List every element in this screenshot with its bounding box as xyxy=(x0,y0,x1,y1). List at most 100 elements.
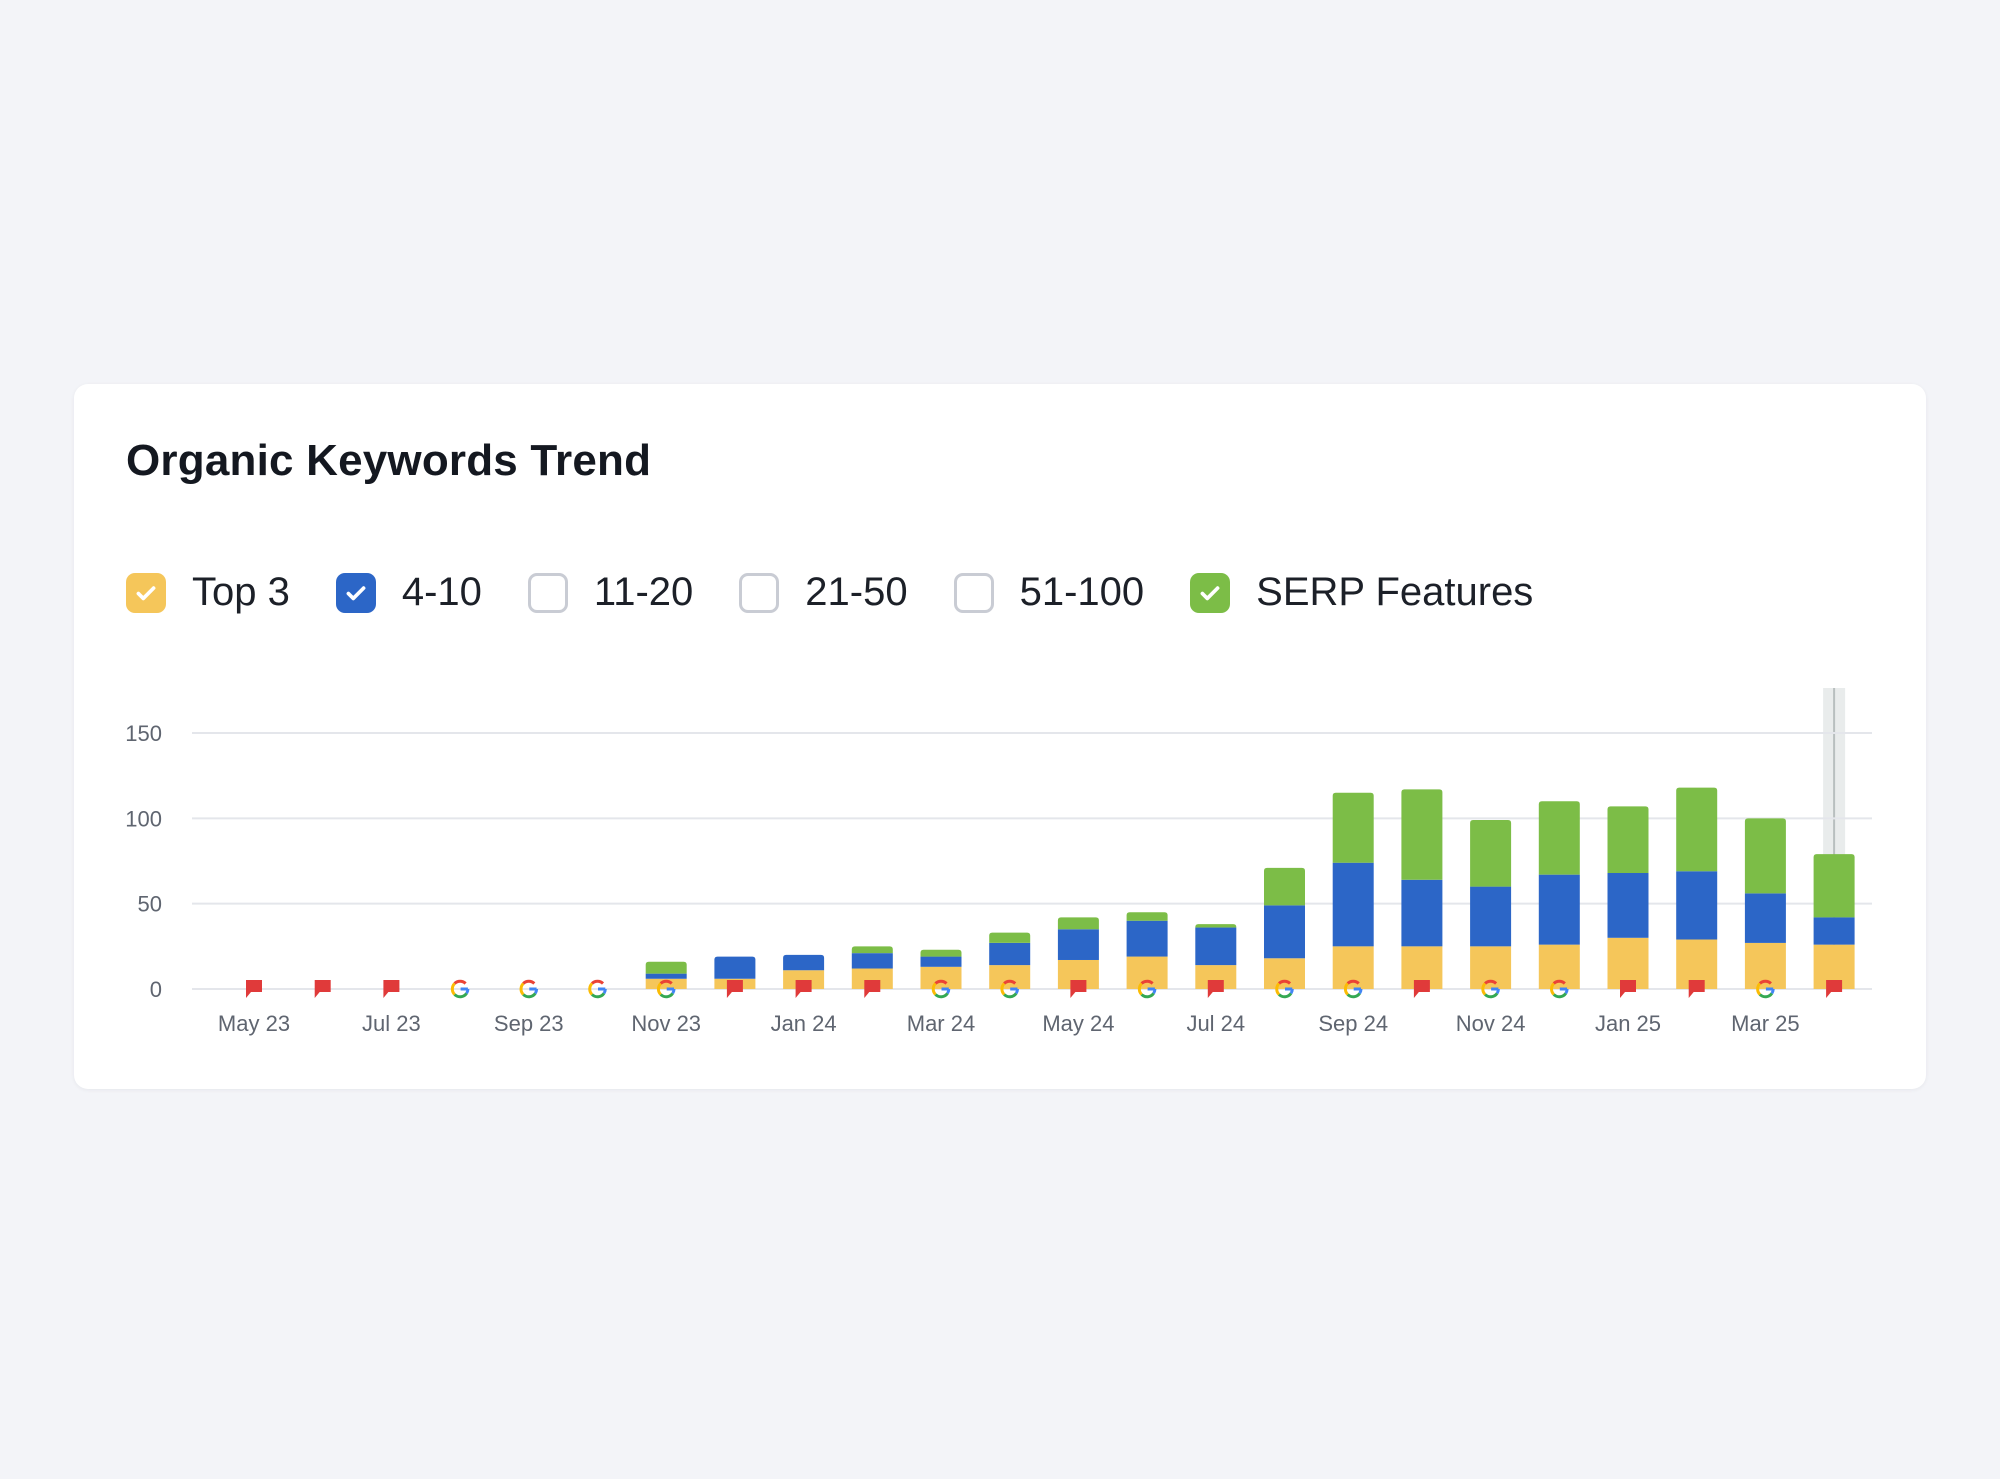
bar-segment xyxy=(1126,912,1168,921)
legend-label-21-50: 21-50 xyxy=(805,570,908,614)
flag-icon xyxy=(795,980,812,998)
legend: Top 3 4-10 11-20 21-50 51-100 SERP Featu… xyxy=(126,570,1579,615)
bar-segment xyxy=(1195,965,1237,989)
flag-icon xyxy=(726,980,743,998)
bar-segment xyxy=(645,978,687,989)
bar-segment xyxy=(1264,905,1305,959)
bar-segment xyxy=(645,961,687,974)
bar-segment xyxy=(1744,893,1786,943)
checkbox-51-100[interactable] xyxy=(953,572,994,613)
google-icon xyxy=(1137,979,1157,999)
bar-segment xyxy=(783,954,825,971)
bar-segment xyxy=(851,946,893,954)
flag-icon xyxy=(1070,980,1087,998)
bar-segment xyxy=(1401,879,1443,947)
x-tick-label: Jul 23 xyxy=(362,1011,421,1036)
bar-segment xyxy=(920,966,962,989)
flag-icon xyxy=(864,980,881,998)
legend-item-11-20[interactable]: 11-20 xyxy=(527,570,694,615)
checkmark-icon xyxy=(1200,585,1220,600)
bar-segment xyxy=(1126,956,1168,989)
x-tick-label: May 23 xyxy=(218,1011,290,1036)
checkbox-4-10[interactable] xyxy=(335,572,376,613)
checkmark-icon xyxy=(136,585,156,600)
bar-segment xyxy=(851,968,893,989)
legend-item-51-100[interactable]: 51-100 xyxy=(953,570,1145,615)
bar-segment xyxy=(1813,917,1855,945)
bar-segment xyxy=(1538,874,1580,945)
legend-label-top3: Top 3 xyxy=(192,570,290,614)
y-tick-label: 0 xyxy=(150,977,162,1002)
bar-segment xyxy=(1332,792,1374,863)
x-tick-label: Sep 23 xyxy=(494,1011,564,1036)
bar-segment xyxy=(1470,820,1512,887)
x-tick-label: Mar 24 xyxy=(907,1011,975,1036)
bar-segment xyxy=(1126,920,1168,957)
bar-segment xyxy=(1744,818,1786,894)
checkmark-icon xyxy=(346,585,366,600)
bar-segment xyxy=(1470,886,1512,947)
bar-segment xyxy=(1676,787,1718,872)
x-tick-label: Nov 23 xyxy=(631,1011,701,1036)
y-tick-label: 50 xyxy=(138,892,162,917)
checkbox-21-50[interactable] xyxy=(739,572,780,613)
x-tick-label: Jul 24 xyxy=(1186,1011,1245,1036)
bar-segment xyxy=(1195,924,1237,928)
card-title: Organic Keywords Trend xyxy=(126,436,652,485)
flag-icon xyxy=(246,980,262,998)
legend-item-top3[interactable]: Top 3 xyxy=(126,570,290,615)
bar-segment xyxy=(1813,854,1855,918)
x-tick-label: Sep 24 xyxy=(1318,1011,1388,1036)
flag-icon xyxy=(1207,980,1224,998)
x-tick-label: May 24 xyxy=(1042,1011,1114,1036)
bar-segment xyxy=(1264,867,1305,906)
bar-segment xyxy=(1332,862,1374,947)
bar-segment xyxy=(1538,801,1580,875)
bar-segment xyxy=(989,965,1031,989)
google-icon xyxy=(1756,979,1775,999)
checkbox-serp-features[interactable] xyxy=(1190,572,1231,613)
flag-icon xyxy=(1826,980,1843,998)
flag-icon xyxy=(383,980,400,998)
legend-label-serp-features: SERP Features xyxy=(1256,570,1534,614)
legend-label-51-100: 51-100 xyxy=(1019,570,1145,614)
bar-segment xyxy=(1057,929,1099,960)
bar-segment xyxy=(1607,806,1649,873)
flag-icon xyxy=(314,980,331,998)
x-tick-label: Jan 25 xyxy=(1595,1011,1661,1036)
checkbox-11-20[interactable] xyxy=(527,572,568,613)
legend-item-serp-features[interactable]: SERP Features xyxy=(1190,570,1533,615)
bar-segment xyxy=(714,956,756,979)
x-tick-label: Nov 24 xyxy=(1456,1011,1526,1036)
y-tick-label: 100 xyxy=(125,806,162,831)
bar-segment xyxy=(1195,927,1237,966)
flag-icon xyxy=(1413,980,1430,998)
legend-label-4-10: 4-10 xyxy=(401,570,482,614)
google-icon xyxy=(519,979,539,999)
google-icon xyxy=(1343,979,1363,999)
legend-item-4-10[interactable]: 4-10 xyxy=(335,570,482,615)
keywords-bar-chart: 0 50 100 150 May 23 Jul 23 Sep 23 Nov 23 Jan 24 M… xyxy=(125,688,1872,1036)
bar-segment xyxy=(920,956,962,967)
google-icon xyxy=(1275,979,1294,999)
bar-segment xyxy=(1264,958,1305,989)
legend-label-11-20: 11-20 xyxy=(593,570,694,614)
google-icon xyxy=(1481,979,1500,999)
organic-keywords-card: Organic Keywords Trend Top 3 4-10 11-20 … xyxy=(74,384,1926,1089)
bar-segment xyxy=(851,953,893,969)
bar-segment xyxy=(1057,917,1099,930)
checkbox-top3[interactable] xyxy=(126,572,166,613)
google-icon xyxy=(588,979,607,999)
x-tick-label: Jan 24 xyxy=(771,1011,837,1036)
google-icon xyxy=(656,979,676,999)
google-icon xyxy=(1000,979,1020,999)
bar-segment xyxy=(1401,789,1443,880)
legend-item-21-50[interactable]: 21-50 xyxy=(739,570,908,615)
google-icon xyxy=(1550,979,1569,999)
y-tick-label: 150 xyxy=(125,721,162,746)
flag-icon xyxy=(1620,980,1636,998)
google-icon xyxy=(450,979,470,999)
bar-segment xyxy=(783,970,825,989)
bar-segment xyxy=(989,942,1031,966)
flag-icon xyxy=(1688,980,1705,998)
